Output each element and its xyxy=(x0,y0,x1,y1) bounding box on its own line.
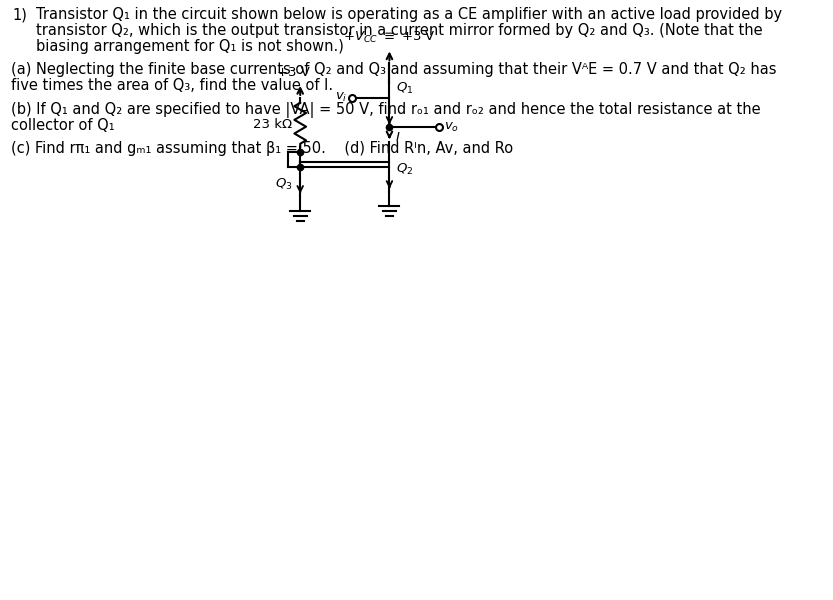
Text: biasing arrangement for Q₁ is not shown.): biasing arrangement for Q₁ is not shown.… xyxy=(36,38,344,53)
Text: (c) Find rπ₁ and gₘ₁ assuming that β₁ = 50.    (d) Find Rᴵn, Av, and Ro: (c) Find rπ₁ and gₘ₁ assuming that β₁ = … xyxy=(11,141,513,156)
Text: Transistor Q₁ in the circuit shown below is operating as a CE amplifier with an : Transistor Q₁ in the circuit shown below… xyxy=(36,7,782,22)
Text: +3 V: +3 V xyxy=(277,66,310,79)
Text: $I$: $I$ xyxy=(396,131,401,144)
Text: $v_o$: $v_o$ xyxy=(445,121,460,134)
Text: collector of Q₁: collector of Q₁ xyxy=(11,118,114,133)
Text: $+V_{CC}$ $\equiv$ +3 V: $+V_{CC}$ $\equiv$ +3 V xyxy=(343,29,436,44)
Text: (b) If Q₁ and Q₂ are specified to have |VA| = 50 V, find rₒ₁ and rₒ₂ and hence t: (b) If Q₁ and Q₂ are specified to have |… xyxy=(11,102,761,118)
Text: $v_i$: $v_i$ xyxy=(335,91,347,104)
Text: $Q_1$: $Q_1$ xyxy=(397,80,413,95)
Text: transistor Q₂, which is the output transistor in a current mirror formed by Q₂ a: transistor Q₂, which is the output trans… xyxy=(36,23,762,38)
Text: $Q_3$: $Q_3$ xyxy=(275,177,292,192)
Text: 23 kΩ: 23 kΩ xyxy=(252,118,292,131)
Text: 1): 1) xyxy=(12,7,27,22)
Text: $Q_2$: $Q_2$ xyxy=(397,162,413,178)
Text: (a) Neglecting the finite base currents of Q₂ and Q₃ and assuming that their VᴬE: (a) Neglecting the finite base currents … xyxy=(11,62,776,77)
Text: five times the area of Q₃, find the value of I.: five times the area of Q₃, find the valu… xyxy=(11,78,333,93)
